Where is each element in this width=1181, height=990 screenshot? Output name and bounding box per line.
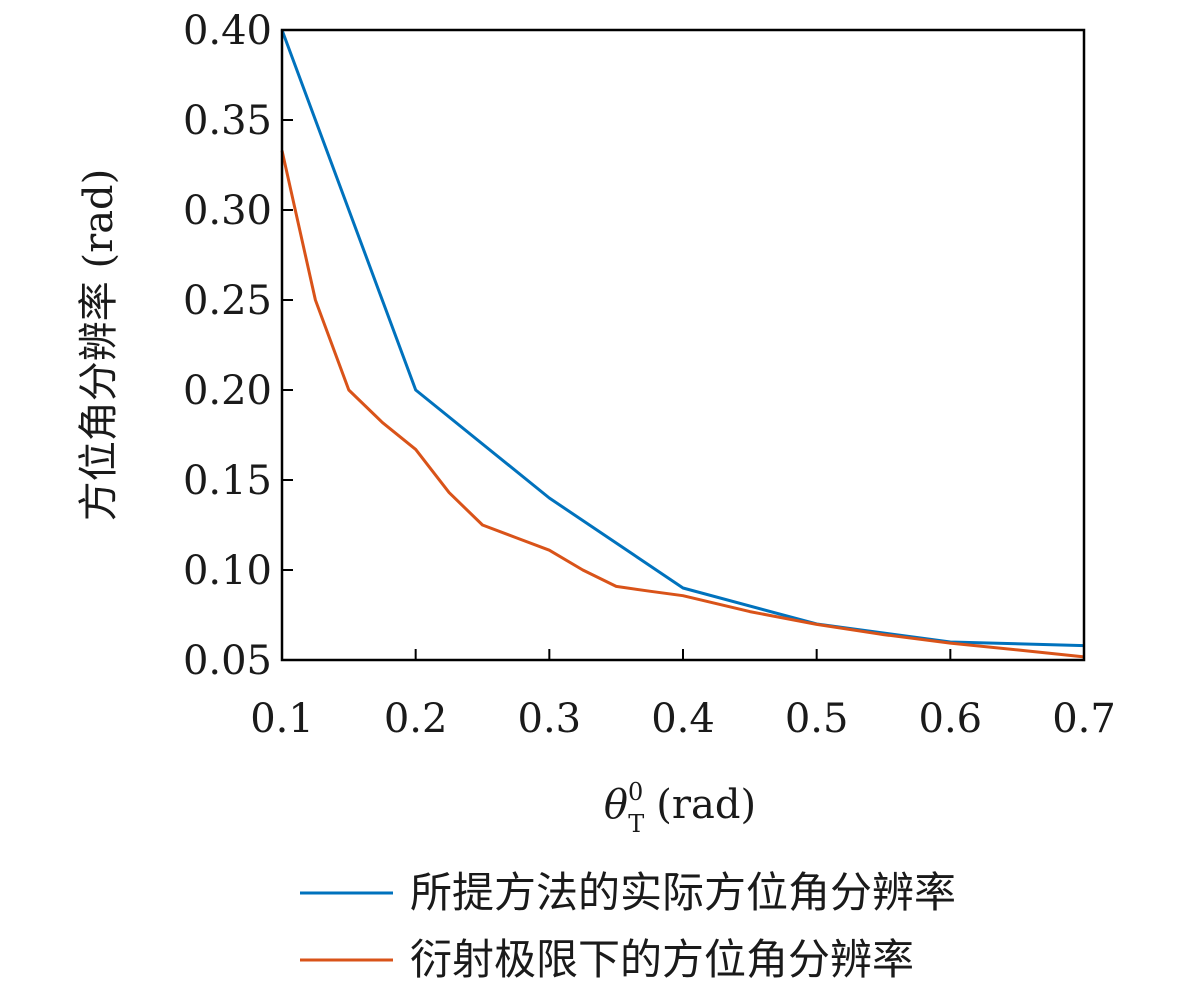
x-axis-ticks: 0.1 0.2 0.3 0.4 0.5 0.6 0.7 xyxy=(250,649,1116,742)
y-axis-ticks: 0.05 0.10 0.15 0.20 0.25 0.30 0.35 0.40 xyxy=(183,8,293,684)
plot-frame xyxy=(280,28,1086,662)
y-tick-label: 0.20 xyxy=(183,368,272,414)
y-axis-label: 方位角分辨率 (rad) xyxy=(76,169,122,522)
x-tick-label: 0.2 xyxy=(384,696,448,742)
y-tick-label: 0.05 xyxy=(183,638,272,684)
legend-label-0: 所提方法的实际方位角分辨率 xyxy=(410,868,956,917)
x-axis-subscript: T xyxy=(628,810,644,838)
x-axis-unit: (rad) xyxy=(656,782,756,828)
y-tick-label: 0.10 xyxy=(183,548,272,594)
x-tick-label: 0.4 xyxy=(651,696,715,742)
x-axis-superscript: 0 xyxy=(628,778,643,806)
x-tick-label: 0.3 xyxy=(518,696,582,742)
legend-label-1: 衍射极限下的方位角分辨率 xyxy=(410,935,914,984)
x-tick-label: 0.5 xyxy=(785,696,849,742)
y-tick-label: 0.15 xyxy=(183,458,272,504)
legend: 所提方法的实际方位角分辨率 衍射极限下的方位角分辨率 xyxy=(300,868,956,984)
series-line-0 xyxy=(280,29,1085,648)
series-line-1 xyxy=(280,150,1085,659)
x-axis-symbol: θ xyxy=(604,782,628,828)
x-tick-label: 0.1 xyxy=(250,696,314,742)
y-tick-label: 0.25 xyxy=(183,278,272,324)
x-tick-label: 0.6 xyxy=(919,696,983,742)
x-tick-label: 0.7 xyxy=(1052,696,1116,742)
plot-lines xyxy=(280,29,1085,659)
y-tick-label: 0.30 xyxy=(183,188,272,234)
y-tick-label: 0.40 xyxy=(183,8,272,54)
x-axis-label: θ0 T (rad) xyxy=(604,778,756,838)
y-tick-label: 0.35 xyxy=(183,98,272,144)
